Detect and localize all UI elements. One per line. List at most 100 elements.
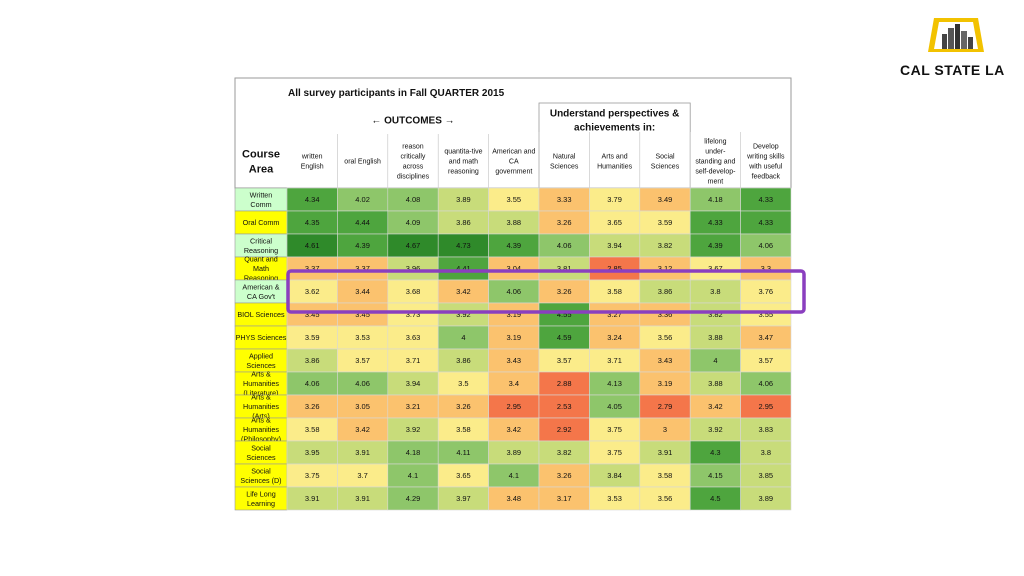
column-header: Social Sciences: [651, 153, 680, 170]
cell-value: 4.3: [710, 448, 720, 457]
cell-value: 3.75: [607, 448, 622, 457]
row-label: BIOL Sciences: [237, 310, 285, 319]
outcomes-header: ← OUTCOMES →: [371, 116, 454, 127]
cell-value: 4.44: [355, 218, 370, 227]
cell-value: 3.62: [305, 287, 320, 296]
cell-value: 4: [713, 356, 717, 365]
cell-value: 3.7: [357, 471, 367, 480]
cell-value: 4.09: [406, 218, 421, 227]
cell-value: 3.91: [305, 494, 320, 503]
cell-value: 3.58: [456, 425, 471, 434]
logo-wordmark: CAL STATE LA: [900, 62, 1005, 78]
cell-value: 3.92: [456, 310, 471, 319]
cell-value: 3.26: [557, 287, 572, 296]
cell-value: 3.82: [557, 448, 572, 457]
cell-value: 3.36: [658, 310, 673, 319]
cell-value: 3.8: [761, 448, 771, 457]
cell-value: 3.56: [658, 494, 673, 503]
cell-value: 3.82: [708, 310, 723, 319]
cell-value: 4.39: [355, 241, 370, 250]
row-label: Applied Sciences: [246, 351, 276, 370]
cell-value: 4.55: [557, 310, 572, 319]
cell-value: 4.08: [406, 195, 421, 204]
cell-value: 3.89: [758, 494, 773, 503]
cell-value: 3.26: [557, 471, 572, 480]
cell-value: 4.59: [557, 333, 572, 342]
cell-value: 3.58: [658, 471, 673, 480]
cell-value: 4.35: [305, 218, 320, 227]
cell-value: 3.68: [406, 287, 421, 296]
course-area-header: Course Area: [242, 148, 280, 175]
cell-value: 3.57: [355, 356, 370, 365]
cell-value: 3.91: [355, 448, 370, 457]
cell-value: 3.27: [607, 310, 622, 319]
cell-value: 3.42: [506, 425, 521, 434]
cell-value: 3.96: [406, 264, 421, 273]
cell-value: 3.86: [305, 356, 320, 365]
row-label: Social Sciences: [246, 443, 276, 462]
cell-value: 3.5: [458, 379, 468, 388]
cell-value: 3.97: [456, 494, 471, 503]
row-label: Arts & Humanities (Philosophy): [241, 416, 281, 444]
cell-value: 4.33: [708, 218, 723, 227]
cell-value: 3.42: [456, 287, 471, 296]
cell-value: 3.91: [355, 494, 370, 503]
cell-value: 3.55: [506, 195, 521, 204]
cell-value: 3.26: [456, 402, 471, 411]
row-label: Life Long Learning: [246, 489, 276, 508]
cell-value: 4.06: [758, 379, 773, 388]
cell-value: 3.88: [708, 333, 723, 342]
cell-value: 3.43: [658, 356, 673, 365]
cell-value: 2.85: [607, 264, 622, 273]
cell-value: 4.1: [509, 471, 519, 480]
cell-value: 4.13: [607, 379, 622, 388]
cell-value: 3.71: [406, 356, 421, 365]
cell-value: 4.02: [355, 195, 370, 204]
cell-value: 3.45: [355, 310, 370, 319]
cell-value: 3.04: [506, 264, 521, 273]
cell-value: 3.75: [607, 425, 622, 434]
cell-value: 4.06: [758, 241, 773, 250]
cell-value: 3.86: [456, 218, 471, 227]
cell-value: 4.5: [710, 494, 720, 503]
cell-value: 3.92: [708, 425, 723, 434]
cell-value: 4.18: [708, 195, 723, 204]
cell-value: 4.39: [506, 241, 521, 250]
cell-value: 3.24: [607, 333, 622, 342]
cell-value: 3.89: [506, 448, 521, 457]
column-header: Arts and Humanities: [597, 153, 633, 170]
cell-value: 3.33: [557, 195, 572, 204]
cell-value: 3.21: [406, 402, 421, 411]
cell-value: 3.65: [607, 218, 622, 227]
cell-value: 3.26: [557, 218, 572, 227]
cell-value: 4.05: [607, 402, 622, 411]
row-label: Arts & Humanities (Literature): [243, 370, 279, 398]
cell-value: 4.06: [305, 379, 320, 388]
cell-value: 4: [461, 333, 465, 342]
cell-value: 3.17: [557, 494, 572, 503]
cell-value: 3.53: [355, 333, 370, 342]
cell-value: 3.3: [761, 264, 771, 273]
cell-value: 3.42: [355, 425, 370, 434]
cell-value: 3.49: [658, 195, 673, 204]
cell-value: 4.11: [456, 448, 470, 457]
cal-state-la-logo-icon: [896, 12, 1016, 82]
cell-value: 3.76: [758, 287, 773, 296]
cell-value: 3.79: [607, 195, 622, 204]
cell-value: 3.91: [658, 448, 673, 457]
row-label: American & CA Gov't: [242, 282, 279, 301]
cell-value: 3.44: [355, 287, 370, 296]
cell-value: 4.15: [708, 471, 723, 480]
cell-value: 4.06: [355, 379, 370, 388]
column-header: reason critically across disciplines: [397, 143, 430, 180]
cell-value: 4.41: [456, 264, 471, 273]
cell-value: 2.79: [658, 402, 673, 411]
cell-value: 3.84: [607, 471, 622, 480]
cell-value: 3.42: [708, 402, 723, 411]
cell-value: 3.88: [708, 379, 723, 388]
cell-value: 3.37: [355, 264, 370, 273]
row-label: Arts & Humanities (Arts): [243, 393, 279, 421]
cell-value: 4.73: [456, 241, 471, 250]
cell-value: 2.92: [557, 425, 572, 434]
cell-value: 3.82: [658, 241, 673, 250]
